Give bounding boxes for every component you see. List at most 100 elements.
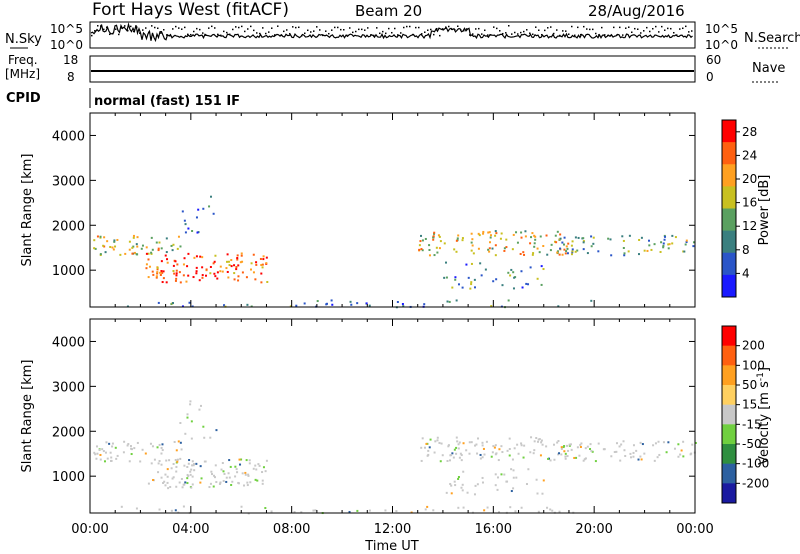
data-pixel [580,442,583,445]
data-pixel [195,255,198,258]
data-pixel [177,235,180,238]
data-pixel [523,253,526,256]
data-pixel [494,234,497,237]
nsearch-point [538,29,540,31]
data-pixel [506,449,509,452]
data-pixel [632,444,635,447]
data-pixel [312,509,315,512]
data-pixel [225,480,228,483]
data-pixel [489,234,492,237]
data-pixel [177,440,180,443]
nsearch-point [196,27,198,30]
nsearch-point [286,29,288,31]
data-pixel [156,272,159,275]
nsearch-point [100,25,102,27]
data-pixel [582,248,585,251]
data-pixel [93,451,96,454]
data-pixel [165,281,168,284]
data-pixel [223,304,226,307]
nsearch-point [559,34,561,37]
nsearch-point [346,34,348,37]
data-pixel [635,449,638,452]
data-pixel [539,235,542,238]
nsearch-point [322,34,324,37]
nsearch-point [265,32,267,35]
colorbar-segment [722,208,736,232]
data-pixel [532,252,535,255]
data-pixel [152,478,155,481]
data-pixel [227,472,230,475]
data-pixel [175,272,178,275]
data-pixel [264,470,267,473]
data-pixel [185,280,188,283]
data-pixel [524,235,527,238]
nsearch-point [304,32,306,35]
data-pixel [162,270,165,273]
data-pixel [432,235,435,238]
data-pixel [203,436,206,439]
data-pixel [535,478,538,481]
data-pixel [325,302,328,305]
data-pixel [565,245,568,248]
data-pixel [450,484,453,487]
data-pixel [330,299,333,302]
data-pixel [433,451,436,454]
data-pixel [515,231,518,234]
nsearch-point [301,34,303,37]
nsearch-point [679,28,681,30]
data-pixel [453,248,456,251]
data-pixel [420,459,423,462]
data-pixel [685,239,688,242]
data-pixel [667,247,670,250]
colorbar-frame [721,119,737,298]
nsearch-point [115,28,117,30]
data-pixel [93,247,96,250]
nsearch-point [337,26,339,29]
data-pixel [487,231,490,234]
data-pixel [438,247,441,250]
colorbar-segment [722,345,736,366]
data-pixel [289,305,292,308]
data-pixel [109,451,112,454]
data-pixel [179,281,182,284]
data-pixel [131,252,134,255]
nsearch-point [268,31,270,33]
data-pixel [520,506,523,509]
nsearch-point [400,32,402,34]
data-pixel [103,245,106,248]
data-pixel [531,232,534,235]
data-pixel [110,456,113,459]
power-colorbar-label: Power [dB] [757,175,772,246]
data-pixel [259,257,262,260]
nsearch-point [355,30,357,33]
nave-tick-bottom: 0 [706,70,714,84]
data-pixel [205,274,208,277]
data-pixel [181,305,184,308]
nsearch-point [451,28,453,31]
data-pixel [578,454,581,457]
data-pixel [192,464,195,467]
nsearch-point [553,32,555,35]
data-pixel [573,456,576,459]
nsearch-point [589,28,591,31]
data-pixel [123,440,126,443]
data-pixel [689,453,692,456]
freq-label: Freq. [8,53,38,67]
data-pixel [529,242,532,245]
data-pixel [483,453,486,456]
data-pixel [541,443,544,446]
data-pixel [496,488,499,491]
data-pixel [682,440,685,443]
data-pixel [156,446,159,449]
data-pixel [492,445,495,448]
data-pixel [214,254,217,257]
data-pixel [213,272,216,275]
data-pixel [673,447,676,450]
nsearch-point [259,32,261,35]
data-pixel [477,232,480,235]
data-pixel [582,237,585,240]
data-pixel [160,260,163,263]
data-pixel [149,442,152,445]
data-pixel [453,480,456,483]
